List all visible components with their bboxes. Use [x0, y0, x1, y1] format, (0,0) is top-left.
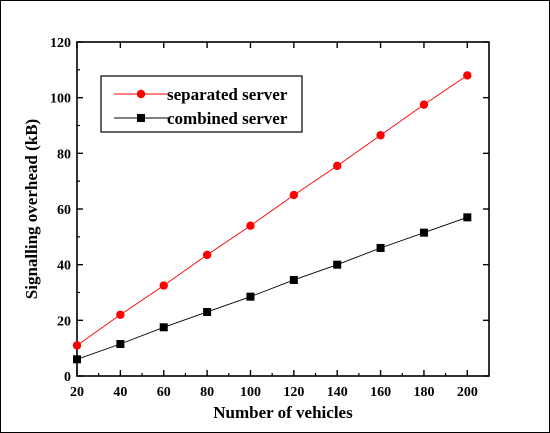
- y-tick-label: 60: [57, 203, 71, 218]
- series-line: [76, 216, 468, 360]
- x-axis-title: Number of vehicles: [213, 403, 353, 422]
- data-point: [246, 292, 255, 301]
- y-axis-title: Signalling overhead (kB): [22, 119, 41, 299]
- data-point: [463, 71, 472, 80]
- legend-item: combined server: [114, 109, 288, 128]
- x-tick-label: 40: [113, 385, 127, 400]
- data-point: [419, 100, 429, 109]
- series-separated-server: [72, 71, 472, 350]
- x-tick-label: 60: [157, 385, 171, 400]
- data-point: [376, 131, 385, 140]
- data-point: [72, 341, 82, 350]
- data-point: [333, 260, 342, 269]
- legend-marker: [136, 89, 146, 99]
- data-point: [376, 243, 385, 252]
- y-tick-label: 120: [50, 36, 71, 51]
- legend-label: combined server: [167, 109, 288, 128]
- data-point: [333, 161, 342, 171]
- x-tick-label: 140: [327, 385, 348, 400]
- data-point: [202, 250, 212, 260]
- data-point: [159, 281, 168, 290]
- series-layer: [72, 71, 472, 364]
- x-tick-label: 200: [457, 385, 478, 400]
- x-tick-label: 20: [70, 385, 84, 400]
- legend-label: separated server: [167, 85, 288, 104]
- data-point: [73, 355, 81, 364]
- x-tick-label: 100: [240, 385, 261, 400]
- legend-item: separated server: [114, 85, 288, 104]
- x-tick-label: 80: [200, 385, 214, 400]
- y-axis-ticks: 0 20 40 60 80 100 120: [50, 36, 489, 385]
- data-point: [246, 221, 255, 230]
- data-point: [289, 190, 299, 200]
- y-tick-label: 20: [57, 314, 71, 329]
- series-line: [76, 75, 468, 346]
- y-tick-label: 100: [50, 92, 71, 107]
- data-point: [116, 339, 125, 348]
- legend: separated server combined server: [100, 75, 303, 133]
- data-point: [159, 323, 168, 332]
- y-tick-label: 40: [57, 259, 71, 274]
- legend-marker: [137, 114, 145, 122]
- data-point: [203, 307, 212, 316]
- data-point: [419, 228, 428, 237]
- y-tick-label: 80: [57, 147, 71, 162]
- x-tick-label: 180: [413, 385, 434, 400]
- legend-box: [100, 75, 303, 133]
- series-combined-server: [73, 213, 472, 364]
- data-point: [463, 213, 472, 222]
- x-tick-label: 120: [283, 385, 304, 400]
- x-axis-ticks: 20 40 60 80 100 120 140 160 180 200: [70, 42, 478, 400]
- x-tick-label: 160: [370, 385, 391, 400]
- data-point: [289, 275, 298, 284]
- data-point: [116, 310, 125, 319]
- y-tick-label: 0: [64, 370, 71, 385]
